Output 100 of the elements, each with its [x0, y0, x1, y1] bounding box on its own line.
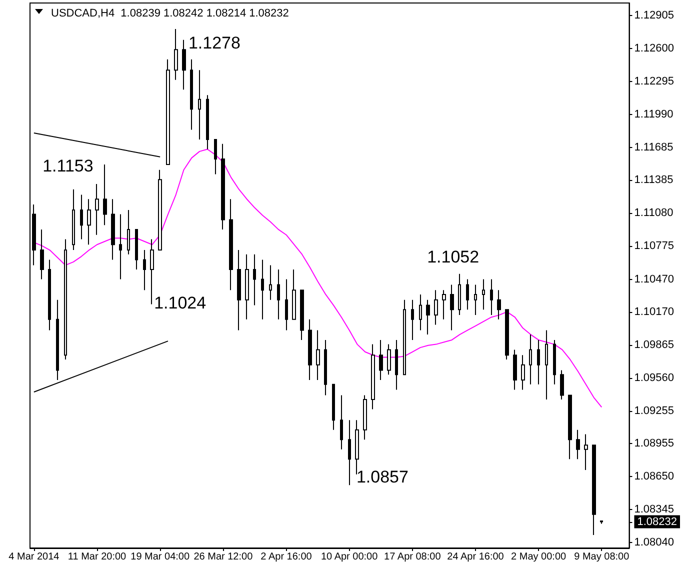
y-tick-label: 1.08232 — [637, 516, 678, 528]
candlestick — [206, 94, 209, 150]
candlestick — [419, 294, 422, 331]
chart-title: USDCAD,H4 1.08239 1.08242 1.08214 1.08232 — [51, 8, 289, 20]
candlestick — [529, 334, 532, 385]
candlestick — [592, 444, 596, 536]
x-tick-label: 24 Apr 16:00 — [447, 552, 504, 562]
candlestick — [40, 228, 44, 280]
y-tick-label: 1.08040 — [634, 536, 674, 549]
candlestick — [568, 394, 572, 460]
candlestick — [371, 344, 375, 410]
candlestick — [221, 143, 225, 230]
x-tick-label: 2 Apr 16:00 — [260, 552, 312, 562]
y-tick-label: 1.11990 — [634, 108, 674, 121]
y-tick-label: 1.08345 — [634, 504, 674, 516]
candlestick — [411, 299, 414, 340]
candlestick — [348, 420, 351, 486]
annotation: 1.1052 — [427, 248, 480, 266]
x-tick-label: 17 Apr 08:00 — [384, 552, 442, 562]
y-tick-label: 1.09560 — [634, 372, 674, 384]
y-tick-label: 1.09865 — [634, 338, 674, 351]
candlestick — [505, 309, 509, 360]
candlestick — [340, 394, 343, 450]
candlestick — [316, 330, 320, 381]
candlestick — [190, 58, 193, 130]
candlestick — [229, 198, 233, 291]
y-tick-label: 1.08955 — [634, 437, 674, 450]
candlestick — [111, 198, 115, 260]
candlestick — [56, 299, 59, 381]
candlestick — [245, 254, 249, 320]
candlestick — [387, 344, 391, 376]
candlestick — [600, 520, 603, 524]
candlestick — [166, 58, 170, 165]
candlestick — [379, 339, 383, 381]
y-tick-label: 1.11385 — [634, 174, 674, 186]
candlestick — [48, 259, 51, 331]
annotation: 1.1024 — [154, 294, 206, 312]
candlestick — [277, 269, 280, 320]
candlestick — [442, 290, 446, 320]
candlestick — [324, 339, 327, 396]
candlestick — [269, 264, 272, 300]
candlestick — [458, 273, 461, 316]
candlestick — [560, 370, 564, 400]
x-tick-label: 4 Mar 2014 — [8, 552, 60, 562]
candlestick — [80, 194, 83, 240]
x-tick-label: 11 Mar 20:00 — [68, 552, 127, 562]
candlestick — [87, 198, 91, 246]
candlestick — [513, 349, 517, 390]
candlestick — [64, 238, 67, 360]
candlestick — [434, 290, 438, 326]
candlestick — [537, 339, 540, 385]
candlestick — [576, 429, 580, 460]
candlestick — [119, 214, 122, 280]
candlestick — [150, 238, 154, 305]
candlestick — [174, 28, 178, 80]
candlestick — [490, 278, 493, 316]
y-tick-label: 1.10470 — [634, 273, 674, 286]
candlestick — [72, 188, 75, 251]
y-tick-label: 1.08650 — [634, 470, 674, 482]
y-tick-label: 1.12600 — [634, 42, 674, 55]
y-tick-label: 1.11685 — [634, 142, 674, 154]
y-tick-label: 1.09255 — [634, 404, 674, 417]
candlestick — [158, 169, 162, 251]
candlestick — [182, 39, 186, 90]
candlestick — [426, 299, 430, 336]
x-tick-label: 19 Mar 04:00 — [130, 552, 190, 562]
candlestick — [261, 259, 264, 320]
y-tick-label: 1.10170 — [634, 306, 674, 318]
candlestick — [363, 394, 367, 440]
candlestick — [285, 278, 288, 331]
candlestick — [214, 139, 217, 175]
annotation: 1.0857 — [356, 468, 408, 486]
candlestick — [95, 183, 99, 236]
candlestick — [355, 420, 359, 475]
candlestick — [450, 284, 454, 331]
candlestick — [553, 339, 556, 385]
x-tick-label: 26 Mar 12:00 — [194, 552, 254, 562]
candlestick — [308, 318, 312, 381]
candlestick — [198, 70, 201, 140]
candlestick — [474, 284, 477, 316]
candlestick — [127, 209, 130, 255]
annotation: 1.1153 — [42, 156, 94, 176]
candlestick — [292, 269, 296, 320]
candlestick — [32, 204, 36, 266]
line-series — [33, 148, 602, 408]
candlestick — [584, 434, 588, 470]
y-tick-label: 1.12905 — [634, 9, 674, 22]
y-tick-label: 1.10775 — [634, 240, 674, 252]
candlestick — [521, 354, 525, 390]
candlestick — [332, 384, 335, 430]
candlestick — [395, 339, 398, 390]
x-tick-label: 10 Apr 00:00 — [320, 552, 378, 562]
candlestick — [135, 228, 138, 270]
candlestick — [545, 330, 548, 400]
candlestick — [497, 290, 501, 320]
candlestick — [466, 278, 469, 310]
candlestick — [482, 278, 485, 310]
candlestick — [403, 299, 406, 376]
candlestick — [143, 250, 146, 291]
x-tick-label: 9 May 08:00 — [574, 552, 630, 562]
